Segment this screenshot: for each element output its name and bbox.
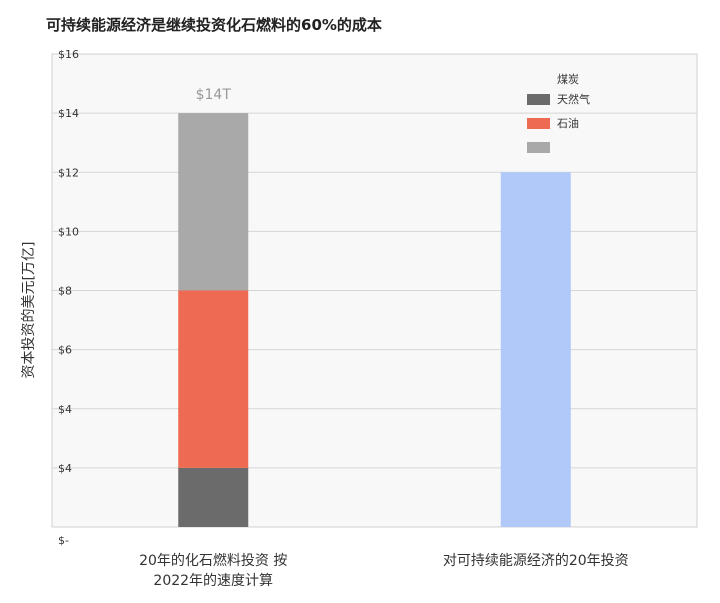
y-tick-label: $6 bbox=[58, 344, 72, 357]
legend-swatch bbox=[527, 94, 550, 105]
y-tick-label: $- bbox=[58, 534, 69, 547]
bar-segment-2 bbox=[178, 290, 249, 468]
legend-swatch bbox=[527, 118, 550, 129]
bar-segment-1 bbox=[178, 467, 249, 527]
legend-label: 石油 bbox=[557, 116, 579, 130]
y-tick-label: $4 bbox=[58, 403, 72, 416]
legend-title: 煤炭 bbox=[557, 73, 579, 86]
x-category-label: 20年的化石燃料投资 按 2022年的速度计算 bbox=[139, 552, 287, 589]
y-tick-label: $14 bbox=[58, 107, 79, 120]
chart-title: 可持续能源经济是继续投资化石燃料的60%的成本 bbox=[46, 16, 382, 34]
legend-label: 天然气 bbox=[557, 92, 590, 106]
y-tick-label: $12 bbox=[58, 166, 79, 179]
bar-segment-4 bbox=[500, 172, 571, 527]
y-tick-label: $8 bbox=[58, 285, 72, 298]
y-tick-label: $16 bbox=[58, 48, 79, 61]
y-tick-label: $4 bbox=[58, 462, 72, 475]
legend-swatch bbox=[527, 142, 550, 153]
bar-segment-3 bbox=[178, 113, 249, 291]
y-tick-label: $10 bbox=[58, 225, 79, 238]
bar-total-label: $14T bbox=[196, 87, 232, 103]
x-category-label: 对可持续能源经济的20年投资 bbox=[443, 552, 629, 569]
